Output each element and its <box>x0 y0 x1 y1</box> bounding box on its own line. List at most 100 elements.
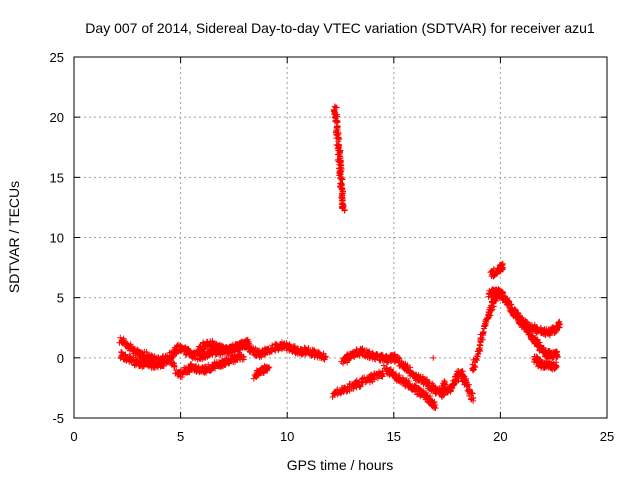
data-point <box>553 351 560 358</box>
data-point <box>442 381 449 388</box>
data-point <box>305 345 312 352</box>
data-point <box>418 388 425 395</box>
axis-ticks: 0 5 10 15 20 25 -5 0 5 10 15 20 25 <box>50 50 615 444</box>
data-point <box>406 381 413 388</box>
data-point <box>556 318 563 325</box>
x-axis-title: GPS time / hours <box>287 457 394 473</box>
data-point <box>131 345 138 352</box>
series-segment <box>531 353 560 373</box>
data-point <box>411 383 418 390</box>
data-point <box>337 184 344 191</box>
data-point <box>423 379 430 386</box>
data-points <box>116 103 564 412</box>
data-point <box>488 306 495 313</box>
data-point <box>471 362 478 369</box>
data-point <box>175 341 182 348</box>
data-point <box>550 325 557 332</box>
data-point <box>498 263 505 270</box>
data-point <box>556 323 563 330</box>
data-point <box>402 383 409 390</box>
data-point <box>392 370 399 377</box>
data-point <box>380 362 387 369</box>
data-point <box>478 334 485 341</box>
data-point <box>340 203 347 210</box>
data-point <box>241 341 248 348</box>
data-point <box>533 338 540 345</box>
data-point <box>523 319 530 326</box>
data-point <box>164 358 171 365</box>
data-point <box>243 337 250 344</box>
data-point <box>468 389 475 396</box>
data-point <box>546 332 553 339</box>
series-segment <box>193 336 253 357</box>
data-point <box>476 341 483 348</box>
data-point <box>395 375 402 382</box>
data-point <box>468 390 475 397</box>
chart-title: Day 007 of 2014, Sidereal Day-to-day VTE… <box>85 20 595 36</box>
data-point <box>244 336 251 343</box>
data-point <box>357 383 364 390</box>
y-tick-label: -5 <box>52 411 64 426</box>
data-point <box>171 363 178 370</box>
data-point <box>240 356 247 363</box>
data-point <box>447 386 454 393</box>
data-point <box>486 310 493 317</box>
data-point <box>246 340 253 347</box>
series-segment <box>338 345 447 400</box>
data-point <box>432 405 439 412</box>
data-point <box>337 162 344 169</box>
data-point <box>422 378 429 385</box>
y-tick-label: 10 <box>50 231 64 246</box>
series-segment <box>487 260 507 280</box>
series-segment <box>469 291 503 374</box>
data-point <box>379 373 386 380</box>
data-point <box>337 147 344 154</box>
x-tick-label: 15 <box>387 429 401 444</box>
data-point <box>553 363 560 370</box>
data-point <box>508 305 515 312</box>
series-segment <box>507 305 564 339</box>
data-point <box>291 344 298 351</box>
y-tick-label: 25 <box>50 50 64 65</box>
x-tick-label: 0 <box>70 429 77 444</box>
data-point <box>479 329 486 336</box>
series-segment <box>330 103 348 214</box>
series-segment <box>117 348 247 381</box>
data-point <box>359 379 366 386</box>
data-point <box>488 294 495 301</box>
y-tick-label: 5 <box>57 291 64 306</box>
data-point <box>286 342 293 349</box>
x-tick-label: 25 <box>600 429 614 444</box>
data-point <box>334 386 341 393</box>
y-tick-label: 20 <box>50 110 64 125</box>
data-point <box>476 345 483 352</box>
data-point <box>246 342 253 349</box>
data-point <box>472 364 479 371</box>
data-point <box>439 393 446 400</box>
data-point <box>359 345 366 352</box>
data-point <box>334 125 341 132</box>
data-point <box>341 358 348 365</box>
series-segment <box>250 362 273 382</box>
data-point <box>258 353 265 360</box>
x-tick-label: 20 <box>493 429 507 444</box>
data-point <box>468 396 475 403</box>
series-segment <box>329 368 387 400</box>
series-segment <box>380 362 439 412</box>
data-point <box>499 266 506 273</box>
data-point <box>341 206 348 213</box>
series-segment <box>438 368 477 404</box>
data-point <box>477 335 484 342</box>
data-point <box>225 360 232 367</box>
data-point <box>338 175 345 182</box>
data-point <box>260 369 267 376</box>
series-segment <box>430 354 437 361</box>
data-point <box>120 335 127 342</box>
data-point <box>356 382 363 389</box>
data-point <box>420 375 427 382</box>
data-point <box>431 398 438 405</box>
data-point <box>322 353 329 360</box>
y-axis-title: SDTVAR / TECUs <box>6 181 22 293</box>
data-point <box>168 355 175 362</box>
data-point <box>264 367 271 374</box>
